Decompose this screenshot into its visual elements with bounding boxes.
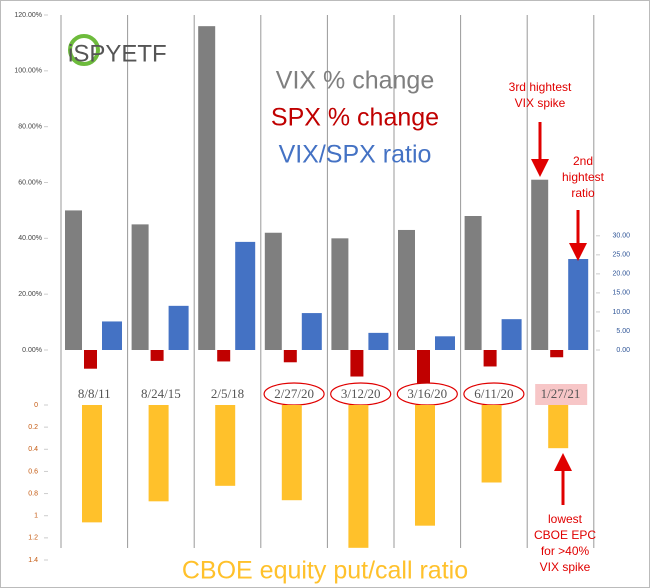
annotation: CBOE EPC xyxy=(534,528,596,542)
y-tick-label: 100.00% xyxy=(14,68,42,75)
logo: iSPYETF xyxy=(68,34,167,67)
legend-entry: VIX % change xyxy=(276,67,434,95)
x-tick-label: 3/12/20 xyxy=(341,386,381,401)
bar xyxy=(417,350,430,384)
y-tick-label: 1 xyxy=(34,513,38,520)
bar xyxy=(283,350,297,363)
bar xyxy=(65,210,82,350)
annotation: VIX spike xyxy=(540,560,591,574)
bar xyxy=(548,405,569,449)
bar xyxy=(368,332,389,350)
y-tick-label: 120.00% xyxy=(14,12,42,19)
chart-title: CBOE equity put/call ratio xyxy=(182,557,468,585)
bar xyxy=(331,238,349,350)
bar xyxy=(281,405,302,501)
bar xyxy=(483,350,497,367)
annotation: VIX spike xyxy=(515,96,566,110)
bar xyxy=(568,259,589,350)
bar xyxy=(398,229,415,350)
y-tick-label: 60.00% xyxy=(18,179,42,186)
annotation: 3rd hightest xyxy=(509,80,572,94)
y-tick-label: 1.4 xyxy=(28,557,38,564)
bar xyxy=(102,321,122,350)
y2-tick-label: 30.00 xyxy=(612,233,630,240)
y-tick-label: 0.2 xyxy=(28,424,38,431)
x-tick-label: 6/11/20 xyxy=(474,386,513,401)
annotation: hightest xyxy=(562,170,605,184)
y-tick-label: 1.2 xyxy=(28,535,38,542)
bar xyxy=(301,313,322,350)
x-tick-label: 1/27/21 xyxy=(541,386,581,401)
bar xyxy=(350,350,364,377)
annotation: 2nd xyxy=(573,154,593,168)
x-tick-label: 8/8/11 xyxy=(78,386,111,401)
bar xyxy=(501,319,522,350)
y-tick-label: 0 xyxy=(34,402,38,409)
bar xyxy=(217,350,231,362)
bar xyxy=(148,405,169,502)
annotation: for >40% xyxy=(541,544,590,558)
y-tick-label: 0.8 xyxy=(28,490,38,497)
y-tick-label: 0.4 xyxy=(28,446,38,453)
date-highlight xyxy=(535,384,588,405)
y2-tick-label: 20.00 xyxy=(612,271,630,278)
bar xyxy=(168,305,189,350)
bar xyxy=(481,405,502,483)
bar xyxy=(215,405,236,486)
x-tick-label: 3/16/20 xyxy=(407,386,447,401)
y2-tick-label: 15.00 xyxy=(612,290,630,297)
bar xyxy=(150,350,164,361)
y2-tick-label: 5.00 xyxy=(616,328,630,335)
bar xyxy=(435,336,455,350)
y-tick-label: 0.6 xyxy=(28,468,38,475)
x-tick-label: 2/5/18 xyxy=(211,386,244,401)
bar xyxy=(464,216,482,350)
bar xyxy=(264,232,282,350)
y-tick-label: 0.00% xyxy=(22,347,42,354)
bar xyxy=(415,405,435,526)
annotation: lowest xyxy=(548,512,583,526)
bar xyxy=(131,224,149,350)
logo-ring xyxy=(68,34,100,66)
bar xyxy=(82,405,102,523)
legend-entry: VIX/SPX ratio xyxy=(279,141,432,169)
bar xyxy=(198,26,216,351)
bar xyxy=(550,350,564,358)
y-tick-label: 20.00% xyxy=(18,291,42,298)
bar xyxy=(531,179,549,350)
annotation: ratio xyxy=(571,186,595,200)
y-tick-label: 40.00% xyxy=(18,235,42,242)
bar xyxy=(348,405,369,548)
y2-tick-label: 0.00 xyxy=(616,347,630,354)
bar xyxy=(235,241,256,350)
legend-entry: SPX % change xyxy=(271,104,439,132)
y2-tick-label: 10.00 xyxy=(612,309,630,316)
x-tick-label: 8/24/15 xyxy=(141,386,181,401)
bar xyxy=(84,350,97,369)
logo-text: iSPYETF xyxy=(68,40,167,67)
x-tick-label: 2/27/20 xyxy=(274,386,314,401)
y2-tick-label: 25.00 xyxy=(612,252,630,259)
y-tick-label: 80.00% xyxy=(18,124,42,131)
